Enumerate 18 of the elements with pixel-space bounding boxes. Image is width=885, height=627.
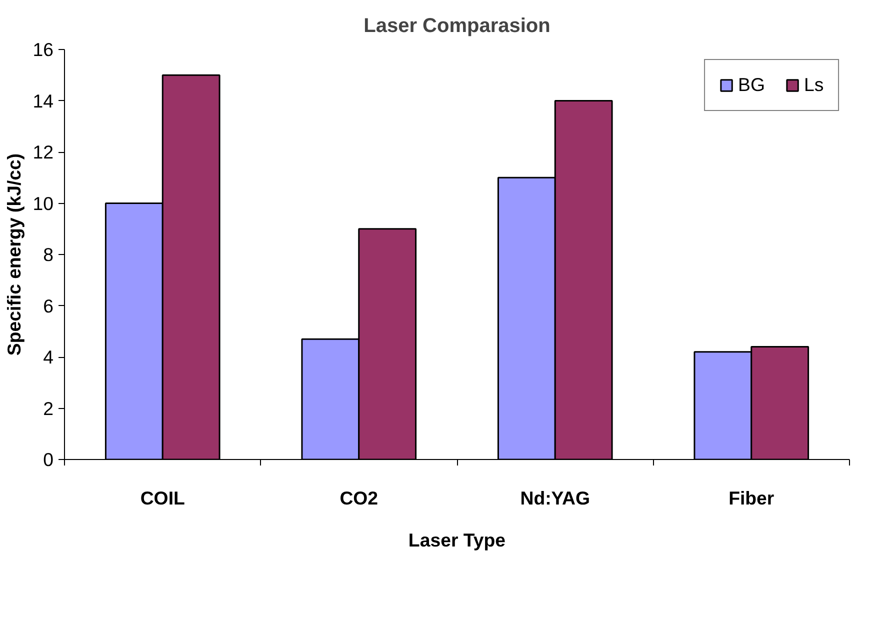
y-tick-label: 10 [32,192,54,214]
x-tick-label: CO2 [340,488,378,508]
y-tick-label: 0 [43,449,54,470]
x-tick-label: Nd:YAG [520,488,590,508]
y-tick-label: 6 [43,295,54,316]
y-axis-title: Specific energy (kJ/cc) [4,153,25,356]
legend-label: Ls [804,74,824,96]
chart-title: Laser Comparasion [364,15,550,37]
y-tick-label: 14 [32,90,54,112]
x-tick-label: Fiber [728,488,774,508]
x-axis-title: Laser Type [408,530,506,550]
y-tick-label: 16 [32,39,54,60]
x-tick-label: COIL [140,488,185,508]
legend-label: BG [738,74,765,96]
y-tick-label: 2 [43,398,54,419]
y-tick-label: 12 [32,142,54,162]
y-tick-label: 8 [43,244,54,265]
y-tick-label: 4 [43,346,54,368]
